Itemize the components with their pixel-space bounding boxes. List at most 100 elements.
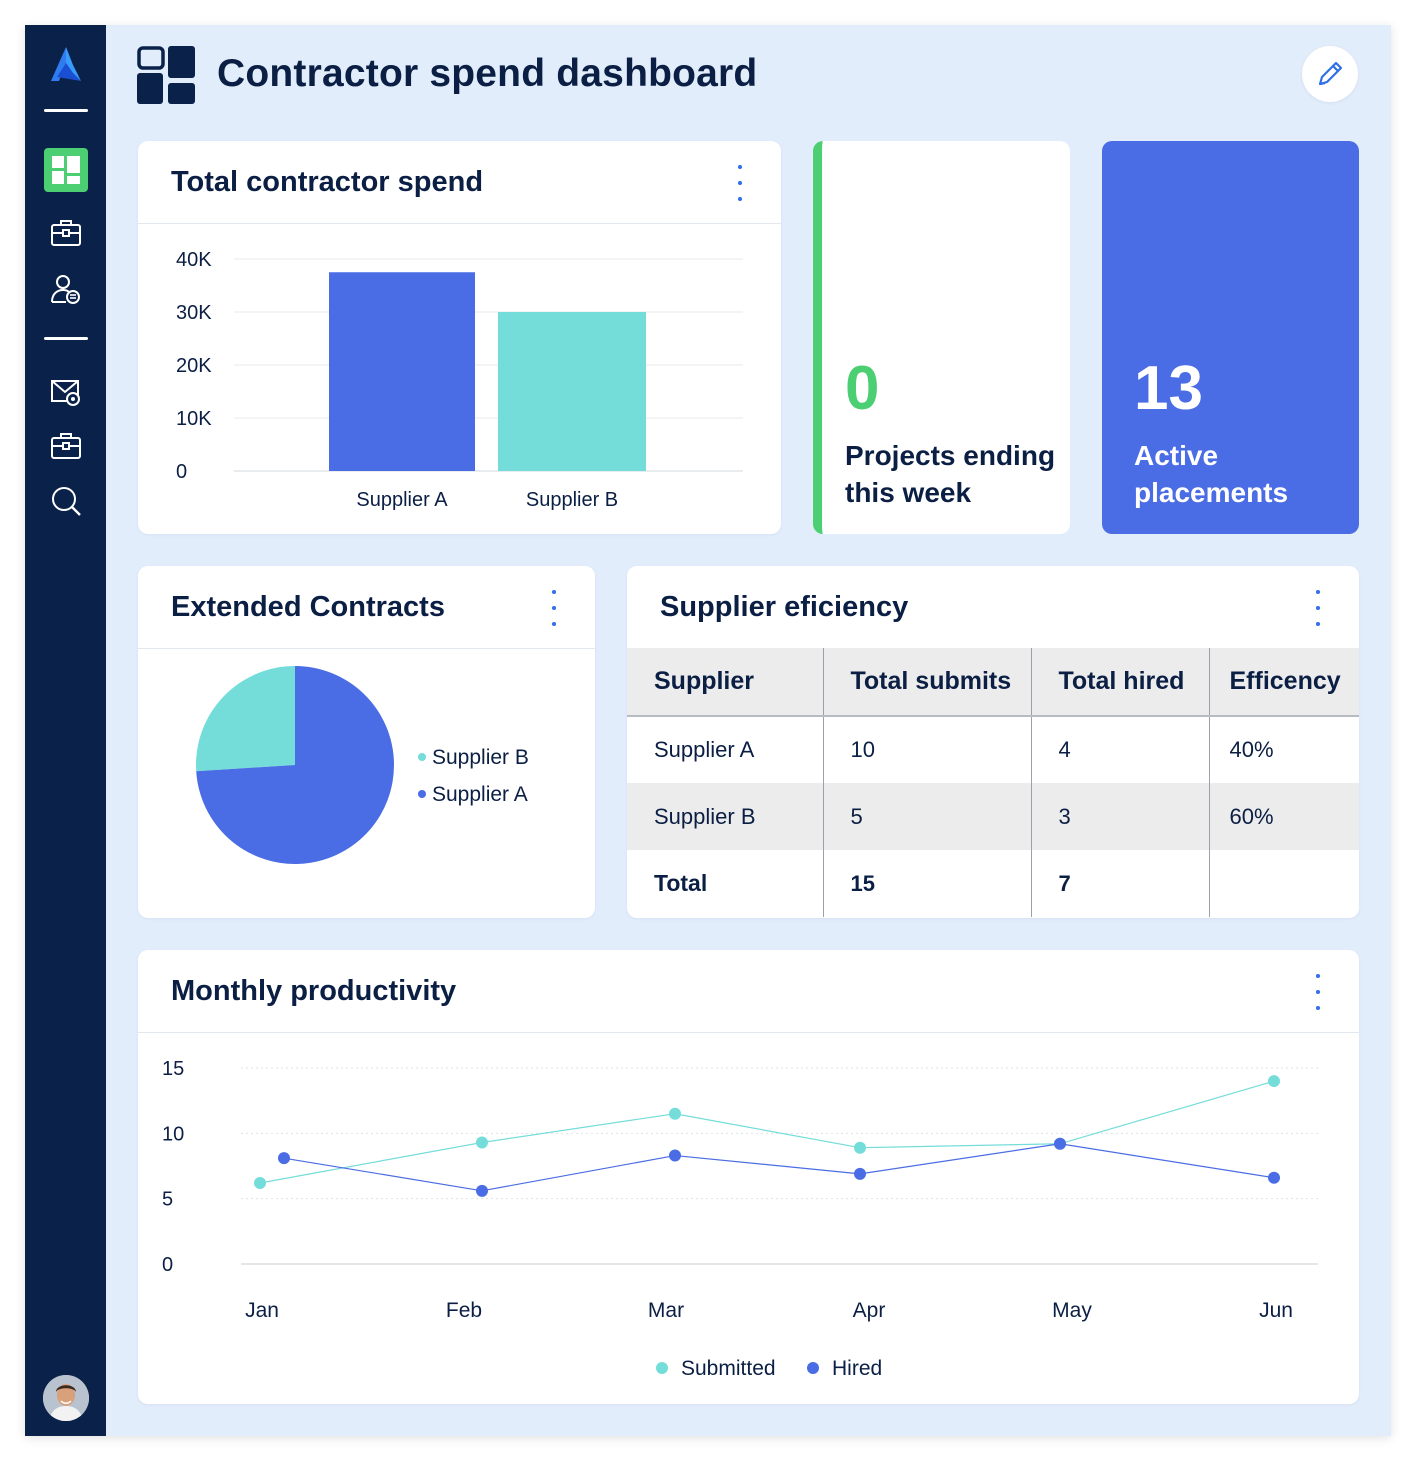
data-point	[854, 1141, 866, 1154]
y-tick-label: 15	[162, 1058, 184, 1080]
y-tick-label: 40K	[176, 249, 212, 271]
data-point	[854, 1167, 866, 1180]
data-point	[1054, 1137, 1066, 1150]
card-title: Supplier eficiency	[660, 591, 909, 623]
avatar[interactable]	[43, 1375, 89, 1421]
x-tick-label: Mar	[648, 1299, 684, 1322]
spend-card: Total contractor spend 0 10K 20K 30K 40K Supp…	[138, 141, 781, 534]
data-point	[254, 1176, 266, 1189]
user-list-icon	[50, 275, 80, 304]
card-title: Total contractor spend	[171, 166, 484, 198]
sidebar-item-jobs[interactable]	[44, 211, 88, 255]
series-line	[259, 1080, 1275, 1184]
sidebar-divider	[44, 109, 88, 112]
sidebar-item-dashboard[interactable]	[43, 148, 88, 192]
productivity-card: Monthly productivity 0 5 10 15 Jan Feb Mar Apr M…	[138, 950, 1359, 1404]
sidebar-item-contractors[interactable]	[44, 267, 88, 311]
active-placements-label: Active placements	[1134, 440, 1289, 508]
card-header: Supplier eficiency	[627, 566, 1359, 649]
y-tick-label: 30K	[176, 302, 212, 324]
table-cell	[1209, 850, 1359, 917]
projects-ending-value: 0	[845, 354, 880, 423]
sidebar-item-messages[interactable]	[44, 370, 88, 414]
card-title: Extended Contracts	[171, 591, 445, 623]
page-title: Contractor spend dashboard	[217, 52, 758, 95]
table-cell: 40%	[1229, 737, 1274, 762]
x-tick-label: Supplier A	[356, 489, 448, 511]
sidebar-divider	[44, 337, 88, 340]
data-point	[669, 1149, 681, 1162]
data-point	[1268, 1075, 1280, 1088]
table-row: Supplier A 10 4 40%	[627, 716, 1359, 783]
y-tick-label: 20K	[176, 355, 212, 377]
logo-icon[interactable]	[44, 43, 88, 87]
column-header[interactable]: Total hired	[1031, 648, 1210, 717]
more-options-icon[interactable]	[1313, 974, 1323, 1010]
efficiency-table: Supplier Total submits Total hired Effic…	[627, 648, 1359, 917]
legend-dot	[418, 753, 426, 761]
line-chart: 0 5 10 15 Jan Feb Mar Apr May Jun Submitted Hired	[162, 1058, 1318, 1380]
table-total-row: Total 15 7	[627, 850, 1359, 917]
projects-ending-label: Projects ending this week	[845, 440, 1056, 508]
card-title: Monthly productivity	[171, 975, 457, 1007]
x-tick-label: Jun	[1259, 1299, 1293, 1322]
table-cell: 5	[823, 783, 1032, 850]
x-tick-label: May	[1052, 1299, 1092, 1322]
column-header[interactable]: Total submits	[823, 648, 1032, 717]
table-cell: 15	[823, 850, 1032, 917]
pie-slice	[196, 666, 394, 864]
dashboard-icon	[51, 156, 80, 184]
x-tick-label: Feb	[446, 1299, 482, 1322]
card-header: Total contractor spend	[138, 141, 781, 224]
y-tick-label: 10	[162, 1123, 184, 1145]
more-options-icon[interactable]	[735, 165, 745, 201]
table-cell: 60%	[1209, 783, 1359, 850]
data-point	[1268, 1171, 1280, 1184]
legend-label: Submitted	[681, 1357, 776, 1380]
legend-dot	[418, 790, 426, 798]
legend-label: Supplier B	[432, 746, 529, 769]
table-cell: Total	[627, 850, 824, 917]
sidebar-item-projects[interactable]	[44, 424, 88, 468]
projects-ending-card[interactable]: 0 Projects ending this week	[813, 141, 1070, 534]
search-icon	[51, 487, 81, 516]
data-point	[476, 1184, 488, 1197]
pie-chart: Supplier B Supplier A	[196, 666, 529, 864]
y-tick-label: 10K	[176, 408, 212, 430]
active-placements-card[interactable]: 13 Active placements	[1102, 141, 1359, 534]
series-line	[283, 1143, 1275, 1192]
dashboard-title-icon	[137, 46, 195, 104]
sidebar	[25, 25, 106, 1436]
table-cell: 10	[823, 716, 1032, 783]
x-tick-label: Jan	[245, 1299, 279, 1322]
more-options-icon[interactable]	[549, 590, 559, 626]
active-placements-value: 13	[1134, 354, 1203, 423]
column-header[interactable]: Supplier	[627, 648, 824, 717]
table-row: Supplier B 5 3 60%	[627, 783, 1359, 850]
data-point	[278, 1152, 290, 1165]
mail-settings-icon	[50, 380, 80, 406]
table-cell: 3	[1031, 783, 1210, 850]
legend-dot	[656, 1362, 668, 1374]
y-tick-label: 0	[162, 1254, 173, 1276]
legend-label: Supplier A	[432, 783, 528, 806]
x-tick-label: Supplier B	[526, 489, 618, 511]
more-options-icon[interactable]	[1313, 590, 1323, 626]
sidebar-item-search[interactable]	[44, 479, 88, 523]
pencil-icon	[1318, 61, 1343, 86]
column-header[interactable]: Efficency	[1209, 648, 1359, 717]
legend-label: Hired	[832, 1357, 882, 1380]
bar	[329, 272, 475, 471]
table-cell: Supplier A	[627, 716, 824, 783]
card-header: Extended Contracts	[138, 566, 595, 649]
data-point	[669, 1107, 681, 1120]
data-point	[476, 1136, 488, 1149]
bar	[498, 312, 646, 471]
y-tick-label: 5	[162, 1189, 173, 1211]
x-tick-label: Apr	[853, 1299, 886, 1322]
edit-button[interactable]	[1302, 46, 1358, 102]
y-tick-label: 0	[176, 461, 187, 483]
efficiency-card: Supplier eficiency Supplier Total submit…	[627, 566, 1359, 918]
table-cell: 7	[1031, 850, 1210, 917]
pie-slice	[196, 666, 295, 772]
